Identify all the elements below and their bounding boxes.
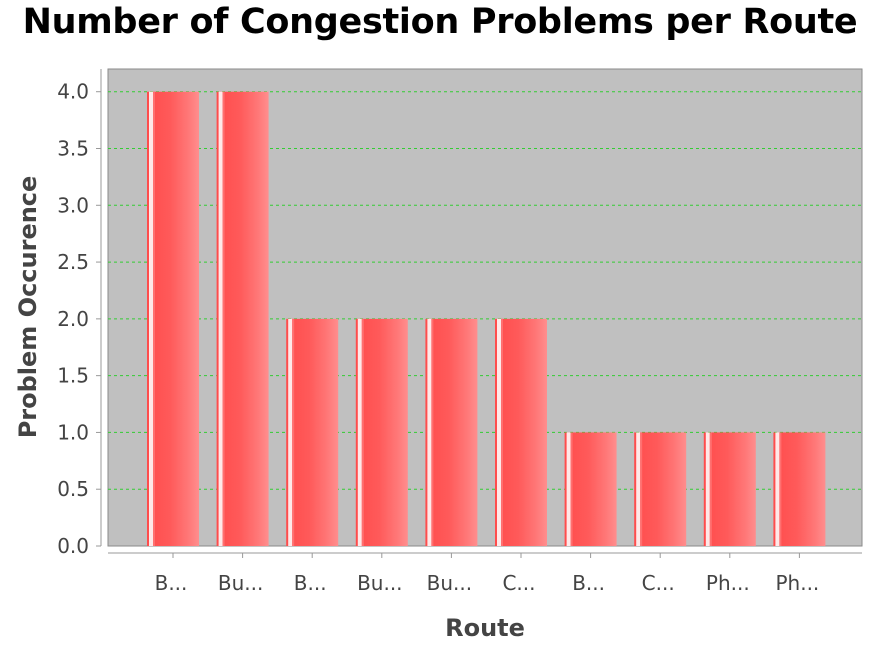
y-axis: 0.0 0.5 1.0 1.5 2.0 2.5 3.0 3.5 4.0 <box>57 69 102 558</box>
bar <box>773 432 826 546</box>
y-tick-label: 1.0 <box>57 420 89 444</box>
x-axis: B... Bu... B... Bu... Bu... C... B... C... Ph...… <box>108 552 862 595</box>
bar <box>425 318 478 546</box>
y-tick-label: 3.0 <box>57 193 89 217</box>
bar-highlight <box>288 318 293 546</box>
bar <box>147 91 199 546</box>
bar-highlight <box>636 432 641 546</box>
bar <box>216 91 269 546</box>
bar-edge <box>640 432 643 546</box>
x-tick-label: Bu... <box>427 571 472 595</box>
bar-highlight <box>775 432 780 546</box>
bar-fill <box>564 432 617 546</box>
x-tick-label: B... <box>155 571 188 595</box>
y-tick-label: 3.5 <box>57 137 89 161</box>
y-tick-label: 0.5 <box>57 477 89 501</box>
x-tick-label: Ph... <box>775 571 819 595</box>
bar <box>355 318 408 546</box>
bar-highlight <box>149 91 153 546</box>
bar-fill <box>355 318 408 546</box>
x-tick-label: B... <box>572 571 605 595</box>
bar-edge <box>501 318 503 546</box>
bar-edge <box>570 432 573 546</box>
x-tick-label: C... <box>642 571 675 595</box>
chart-title: Number of Congestion Problems per Route <box>22 2 858 42</box>
bar-edge <box>153 91 155 546</box>
x-tick-label: Bu... <box>357 571 402 595</box>
bar-edge <box>222 91 225 546</box>
bar-fill <box>703 432 756 546</box>
bar-fill <box>286 318 339 546</box>
x-axis-title: Route <box>445 614 525 642</box>
y-tick-label: 1.5 <box>57 364 89 388</box>
bar-highlight <box>427 318 432 546</box>
bar-edge <box>361 318 364 546</box>
x-tick-label: Bu... <box>218 571 263 595</box>
bar-edge <box>292 318 295 546</box>
bar-highlight <box>357 318 362 546</box>
bar <box>495 318 547 546</box>
bar <box>703 432 756 546</box>
bar <box>564 432 617 546</box>
bar-fill <box>216 91 269 546</box>
x-tick-label: C... <box>502 571 535 595</box>
bar <box>634 432 687 546</box>
bar-fill <box>495 318 547 546</box>
bar-fill <box>773 432 826 546</box>
bar-highlight <box>497 318 501 546</box>
bar-edge <box>431 318 434 546</box>
y-tick-label: 2.5 <box>57 250 89 274</box>
bar-edge <box>709 432 712 546</box>
bar-fill <box>147 91 199 546</box>
y-tick-label: 2.0 <box>57 307 89 331</box>
bar-highlight <box>218 91 223 546</box>
bar-fill <box>634 432 687 546</box>
y-axis-title: Problem Occurence <box>14 176 42 439</box>
y-tick-label: 0.0 <box>57 534 89 558</box>
bar-highlight <box>566 432 571 546</box>
bar-edge <box>779 432 782 546</box>
bar-fill <box>425 318 478 546</box>
bar-highlight <box>705 432 710 546</box>
bar <box>286 318 339 546</box>
y-tick-label: 4.0 <box>57 80 89 104</box>
bars <box>147 91 826 546</box>
x-tick-label: B... <box>294 571 327 595</box>
x-tick-label: Ph... <box>706 571 750 595</box>
